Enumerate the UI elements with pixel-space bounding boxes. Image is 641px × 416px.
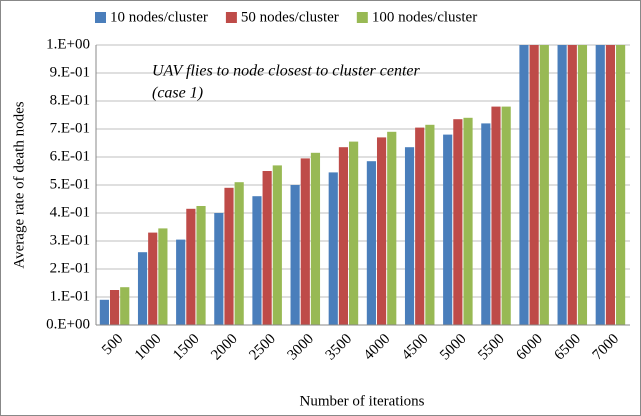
y-tick-label: 1.E-01 <box>50 288 90 304</box>
bar <box>252 196 262 325</box>
bar <box>234 182 244 325</box>
bar <box>425 124 435 325</box>
bar <box>519 45 529 325</box>
y-tick-label: 4.E-01 <box>50 204 90 220</box>
bar <box>443 134 453 325</box>
bar <box>290 185 300 325</box>
y-tick-label: 0.E+00 <box>46 316 90 332</box>
annotation: UAV flies to node closest to cluster cen… <box>152 63 421 80</box>
bar <box>387 131 397 325</box>
bar <box>366 161 376 325</box>
bar <box>148 232 158 325</box>
bar <box>616 45 626 325</box>
bar <box>99 299 109 325</box>
bar <box>529 45 539 325</box>
bar <box>196 206 206 325</box>
bar <box>605 45 616 325</box>
bar <box>186 208 196 325</box>
bar <box>491 106 501 325</box>
bar <box>404 147 415 325</box>
legend-swatch <box>95 12 106 23</box>
bar <box>109 290 120 325</box>
legend-swatch <box>356 12 368 23</box>
bar <box>272 165 282 325</box>
legend-swatch <box>225 12 237 23</box>
bar <box>349 141 359 325</box>
y-tick-label: 2.E-01 <box>50 260 90 276</box>
bar <box>376 137 387 325</box>
bar <box>453 119 463 325</box>
y-tick-label: 8.E-01 <box>50 92 90 108</box>
bar <box>557 45 567 325</box>
bar <box>120 287 130 325</box>
bar <box>158 228 168 325</box>
y-tick-label: 3.E-01 <box>50 232 90 248</box>
bar <box>463 117 473 325</box>
x-axis-label: Number of iterations <box>300 393 425 409</box>
bar <box>137 252 148 325</box>
y-tick-label: 7.E-01 <box>50 120 90 136</box>
bar <box>300 158 310 325</box>
bar <box>415 127 425 325</box>
bar <box>567 45 577 325</box>
legend-label: 100 nodes/cluster <box>372 9 477 25</box>
annotation: (case 1) <box>152 85 203 102</box>
bar <box>310 152 321 325</box>
bar <box>481 123 491 326</box>
legend-label: 10 nodes/cluster <box>110 9 208 25</box>
y-tick-label: 6.E-01 <box>50 148 90 164</box>
bar <box>577 45 588 325</box>
bar <box>262 171 272 325</box>
bar <box>338 147 349 325</box>
y-tick-label: 1.E+00 <box>46 36 90 52</box>
y-tick-label: 9.E-01 <box>50 64 90 80</box>
y-axis-label: Average rate of death nodes <box>11 101 27 268</box>
bar <box>328 172 338 325</box>
bar <box>214 213 224 325</box>
bar <box>539 45 549 325</box>
legend-label: 50 nodes/cluster <box>241 9 339 25</box>
y-tick-label: 5.E-01 <box>50 176 90 192</box>
bar <box>595 45 605 325</box>
bar <box>224 187 234 325</box>
bar <box>176 239 186 325</box>
bar <box>501 106 511 325</box>
